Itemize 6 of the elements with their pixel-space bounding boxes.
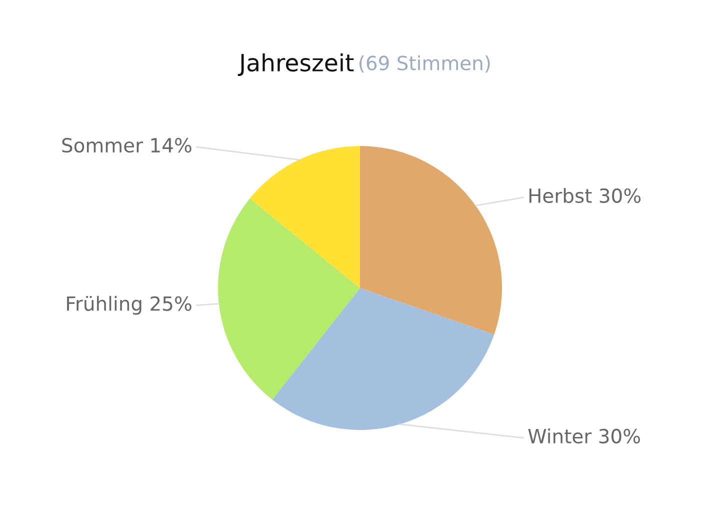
slice-label: Herbst 30% <box>529 188 641 204</box>
chart-title: Jahreszeit <box>238 53 354 76</box>
slice-label: Frühling 25% <box>67 296 192 315</box>
chart-subtitle: (69 Stimmen) <box>360 55 490 73</box>
slice-label: Sommer 14% <box>62 138 192 153</box>
slice-label: Winter 30% <box>528 428 640 444</box>
